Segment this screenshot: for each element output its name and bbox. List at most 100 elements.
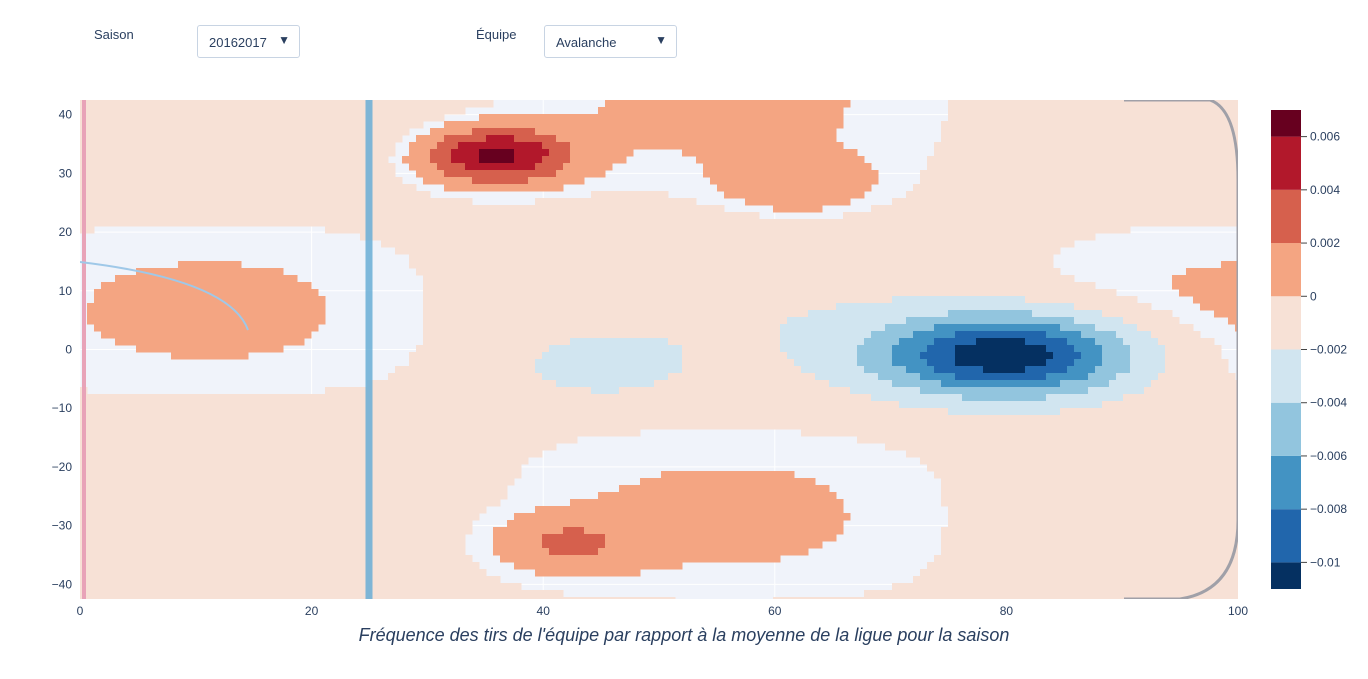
contour-cell <box>339 513 347 521</box>
contour-cell <box>633 555 641 563</box>
team-dropdown[interactable]: Avalanche ▼ <box>544 25 677 58</box>
contour-cell <box>675 114 683 122</box>
contour-cell <box>507 590 515 598</box>
contour-cell <box>542 429 550 437</box>
contour-cell <box>619 345 627 353</box>
contour-cell <box>388 184 396 192</box>
contour-cell <box>654 261 662 269</box>
contour-cell <box>479 380 487 388</box>
contour-cell <box>325 422 333 430</box>
contour-cell <box>262 275 270 283</box>
contour-cell <box>269 527 277 535</box>
contour-cell <box>528 296 536 304</box>
contour-cell <box>290 289 298 297</box>
contour-cell <box>346 576 354 584</box>
contour-cell <box>311 534 319 542</box>
contour-cell <box>332 114 340 122</box>
contour-cell <box>451 184 459 192</box>
contour-cell <box>94 219 102 227</box>
contour-cell <box>94 324 102 332</box>
contour-cell <box>185 184 193 192</box>
contour-cell <box>633 275 641 283</box>
contour-cell <box>262 296 270 304</box>
contour-cell <box>521 352 529 360</box>
contour-cell <box>220 443 228 451</box>
contour-cell <box>339 555 347 563</box>
contour-cell <box>213 520 221 528</box>
contour-cell <box>493 345 501 353</box>
contour-cell <box>381 380 389 388</box>
contour-cell <box>451 107 459 115</box>
contour-cell <box>94 576 102 584</box>
contour-cell <box>94 289 102 297</box>
contour-cell <box>521 345 529 353</box>
contour-cell <box>675 135 683 143</box>
contour-cell <box>318 548 326 556</box>
contour-cell <box>402 366 410 374</box>
contour-cell <box>507 247 515 255</box>
contour-cell <box>416 156 424 164</box>
contour-cell <box>374 548 382 556</box>
contour-cell <box>675 254 683 262</box>
contour-cell <box>430 331 438 339</box>
contour-cell <box>444 149 452 157</box>
contour-cell <box>206 275 214 283</box>
contour-cell <box>206 177 214 185</box>
contour-cell <box>248 282 256 290</box>
contour-cell <box>409 366 417 374</box>
contour-cell <box>234 450 242 458</box>
contour-cell <box>101 114 109 122</box>
contour-cell <box>451 226 459 234</box>
contour-cell <box>423 555 431 563</box>
contour-cell <box>269 548 277 556</box>
contour-cell <box>332 100 340 108</box>
contour-cell <box>521 135 529 143</box>
contour-cell <box>444 415 452 423</box>
contour-cell <box>290 464 298 472</box>
contour-cell <box>185 191 193 199</box>
contour-cell <box>283 338 291 346</box>
contour-cell <box>101 128 109 136</box>
contour-cell <box>381 114 389 122</box>
contour-cell <box>115 436 123 444</box>
contour-cell <box>143 268 151 276</box>
contour-cell <box>654 485 662 493</box>
contour-cell <box>360 478 368 486</box>
contour-cell <box>549 142 557 150</box>
contour-cell <box>248 142 256 150</box>
contour-cell <box>661 527 669 535</box>
contour-cell <box>633 394 641 402</box>
contour-cell <box>304 303 312 311</box>
contour-cell <box>416 359 424 367</box>
contour-cell <box>304 184 312 192</box>
contour-cell <box>192 485 200 493</box>
contour-cell <box>192 261 200 269</box>
contour-cell <box>311 114 319 122</box>
contour-cell <box>535 352 543 360</box>
season-dropdown[interactable]: 20162017 ▼ <box>197 25 300 58</box>
contour-cell <box>255 520 263 528</box>
contour-cell <box>591 191 599 199</box>
contour-cell <box>528 149 536 157</box>
contour-cell <box>402 527 410 535</box>
contour-cell <box>444 268 452 276</box>
contour-cell <box>563 366 571 374</box>
contour-cell <box>213 303 221 311</box>
contour-cell <box>493 394 501 402</box>
contour-cell <box>549 275 557 283</box>
contour-cell <box>318 590 326 598</box>
contour-cell <box>486 135 494 143</box>
contour-cell <box>276 114 284 122</box>
contour-cell <box>164 499 172 507</box>
contour-cell <box>150 275 158 283</box>
contour-cell <box>577 387 585 395</box>
contour-cell <box>178 296 186 304</box>
contour-cell <box>535 331 543 339</box>
contour-cell <box>276 569 284 577</box>
contour-cell <box>472 177 480 185</box>
contour-cell <box>514 275 522 283</box>
contour-cell <box>304 205 312 213</box>
contour-cell <box>535 247 543 255</box>
contour-cell <box>101 282 109 290</box>
contour-cell <box>528 163 536 171</box>
